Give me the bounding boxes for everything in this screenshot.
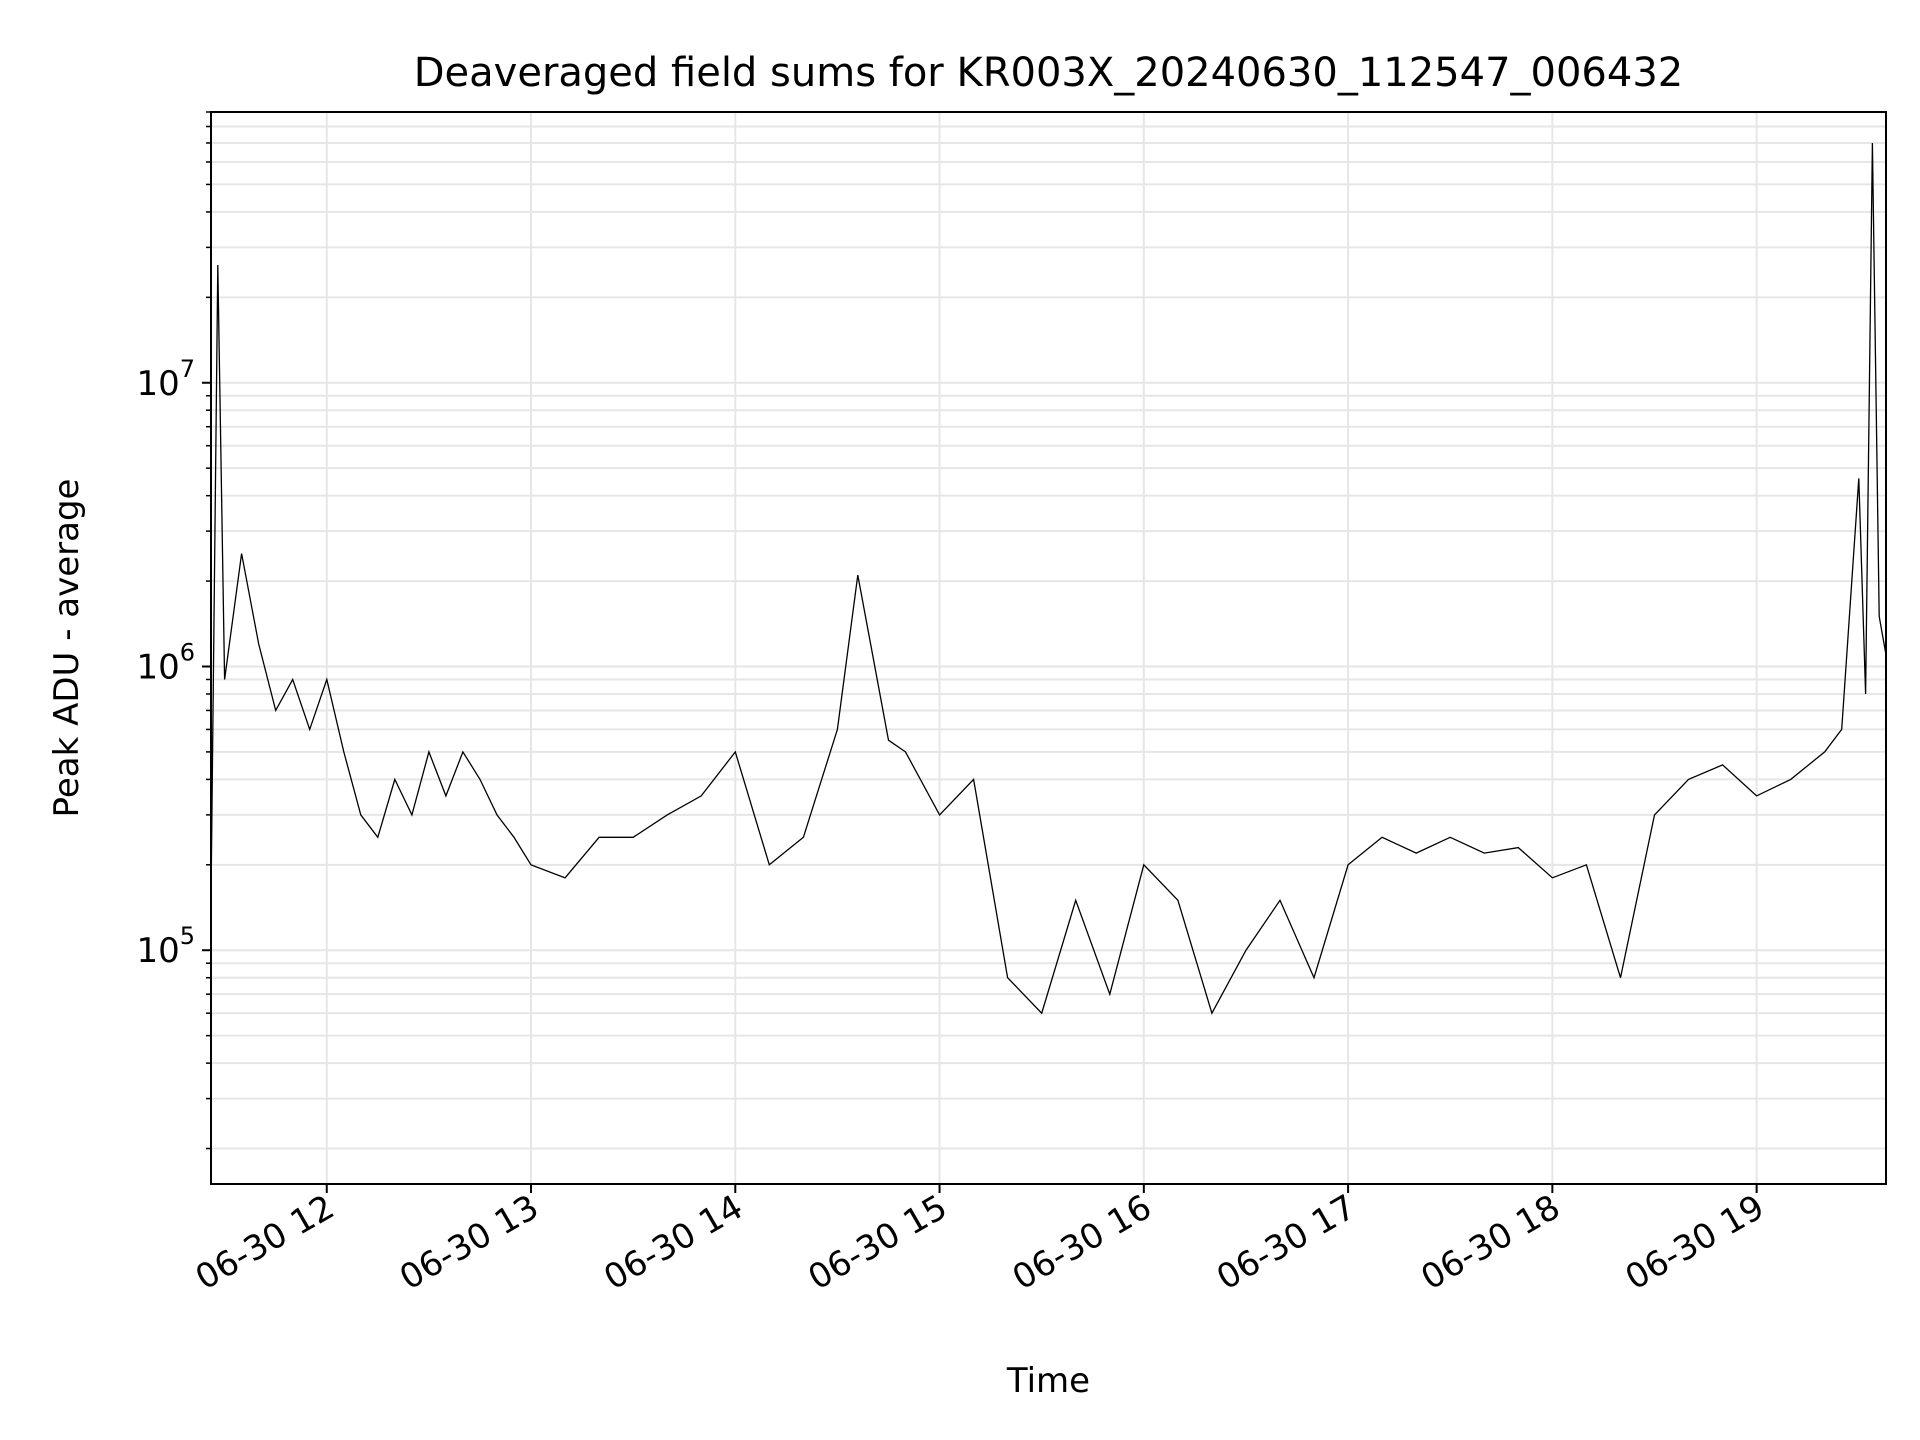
grid-layer <box>211 111 1886 1184</box>
x-axis-label: Time <box>1006 1361 1090 1401</box>
series-layer <box>210 142 1887 1015</box>
plot-frame <box>210 111 1887 1185</box>
y-tick-label: 106 <box>136 638 195 687</box>
series-line <box>210 142 1887 1015</box>
chart-title: Deaveraged field sums for KR003X_2024063… <box>414 50 1683 96</box>
tick-layer <box>202 111 1758 1193</box>
y-tick-label: 107 <box>136 355 195 404</box>
y-axis-label: Peak ADU - average <box>47 479 87 818</box>
y-tick-label: 105 <box>136 922 195 971</box>
